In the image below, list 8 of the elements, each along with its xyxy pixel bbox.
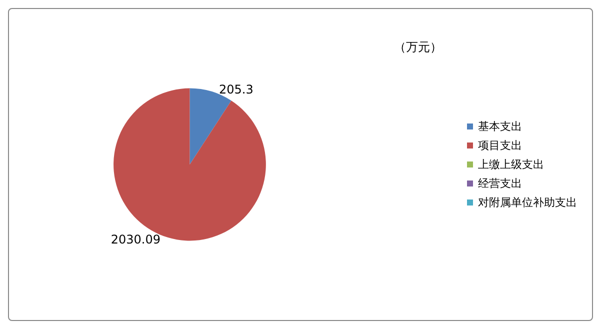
legend-label: 项目支出 bbox=[478, 139, 522, 152]
legend-label: 经营支出 bbox=[478, 177, 522, 190]
data-label: 205.3 bbox=[218, 82, 254, 97]
legend-label: 上缴上级支出 bbox=[478, 158, 544, 171]
legend-label: 对附属单位补助支出 bbox=[478, 196, 577, 209]
data-label: 2030.09 bbox=[110, 232, 160, 246]
text: （万元） bbox=[394, 40, 442, 54]
legend-label: 基本支出 bbox=[478, 120, 522, 133]
